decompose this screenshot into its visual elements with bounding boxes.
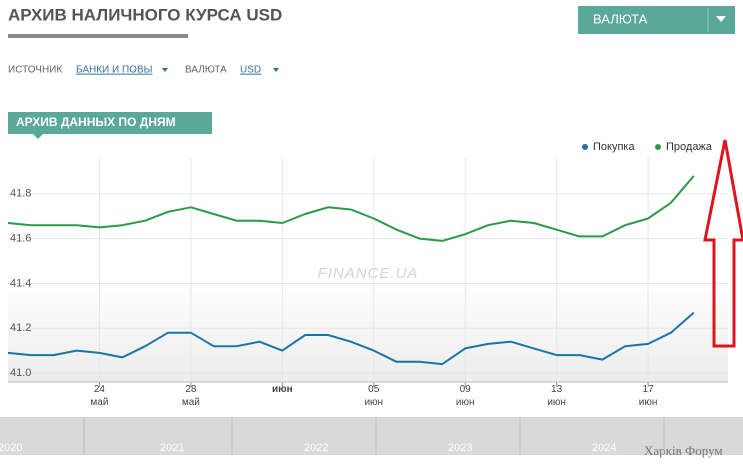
y-tick-label: 41.2 [10,322,31,334]
series-line [7,175,695,242]
currency-button[interactable] [578,6,735,34]
forum-watermark: Харків Форум [644,443,723,458]
y-tick-label: 41.8 [10,188,31,200]
x-tick-label: июн [271,384,293,395]
plot-area [8,158,728,382]
tab[interactable] [8,112,212,134]
y-tick-label: 41.6 [10,233,31,245]
y-tick-label: 41.0 [10,367,31,379]
red-arrow [703,139,743,348]
x-tick-label: 05 июн [364,384,384,408]
page-title: АРХИВ НАЛИЧНОГО КУРСА USD [8,5,282,24]
watermark: FINANCE.UA [318,265,419,282]
x-tick-label: 17 июн [638,384,658,408]
navigator-year: 2024 [592,442,616,454]
button-arrow [716,16,726,22]
currency-label: ВАЛЮТА [185,65,227,76]
tab-label: АРХИВ ДАННЫХ ПО ДНЯМ [16,115,176,129]
series-line [7,311,695,366]
dropdown-arrow [273,68,279,72]
navigator-year: 2021 [160,442,184,454]
x-tick-label: 28 май [181,384,200,408]
legend-marker [582,144,588,150]
x-tick-label: 24 май [90,384,109,408]
x-tick-label: 09 июн [455,384,475,408]
legend-label: Покупка [593,141,635,153]
currency-select[interactable]: USD [240,65,261,76]
legend-marker [655,144,661,150]
x-tick-label: 13 июн [547,384,566,408]
navigator-year: 2023 [448,442,472,454]
title-underline [8,34,188,38]
tab-pointer [33,134,43,139]
source-label: ИСТОЧНИК [8,65,62,76]
legend-label: Продажа [666,141,713,153]
navigator-year: 2020 [0,442,22,454]
navigator-year: 2022 [304,442,328,454]
y-tick-label: 41.4 [10,277,31,289]
source-select[interactable]: БАНКИ И ПОВЫ [76,65,153,76]
dropdown-arrow [162,68,168,72]
navigator [0,417,743,455]
button-label: ВАЛЮТА [593,11,648,26]
